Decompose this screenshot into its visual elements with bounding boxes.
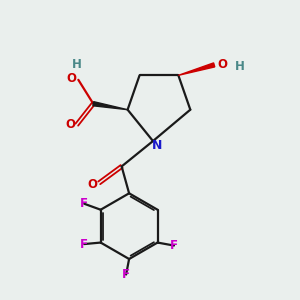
- Text: O: O: [217, 58, 227, 71]
- Text: O: O: [88, 178, 98, 191]
- Text: H: H: [235, 60, 244, 73]
- Text: F: F: [122, 268, 130, 281]
- Text: F: F: [80, 238, 88, 250]
- Polygon shape: [93, 102, 128, 110]
- Polygon shape: [178, 63, 215, 75]
- Text: N: N: [152, 139, 163, 152]
- Text: F: F: [80, 197, 88, 210]
- Text: H: H: [72, 58, 82, 71]
- Text: F: F: [170, 239, 178, 252]
- Text: O: O: [67, 72, 77, 85]
- Text: O: O: [65, 118, 75, 131]
